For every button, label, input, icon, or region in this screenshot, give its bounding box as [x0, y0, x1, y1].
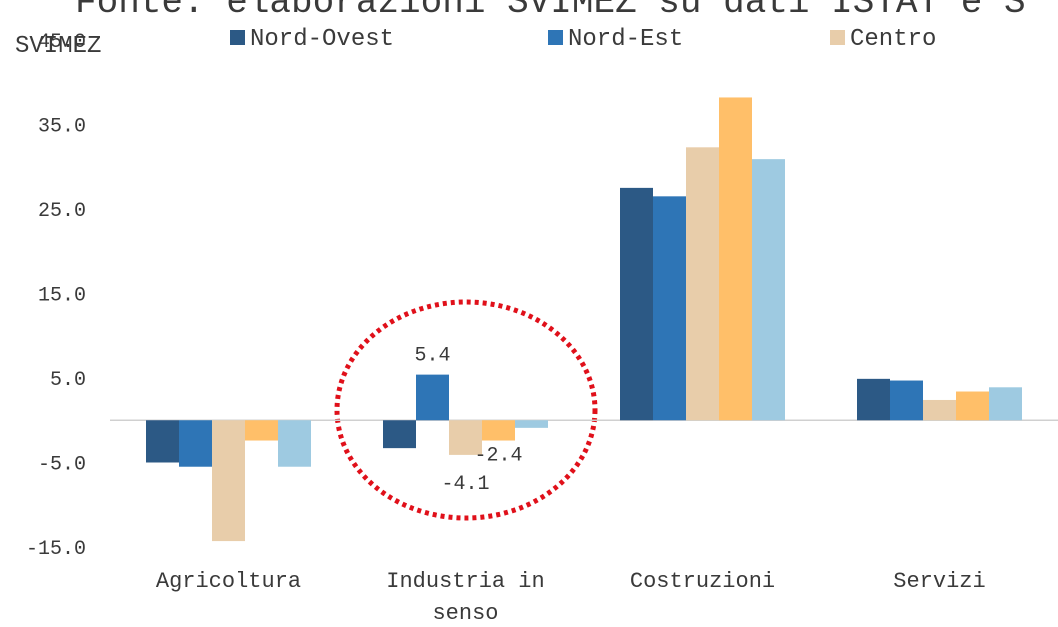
bar — [179, 420, 212, 467]
bar — [482, 420, 515, 441]
bar — [719, 97, 752, 421]
bar — [989, 387, 1022, 421]
x-tick-label: Industria insensostretto — [386, 569, 544, 627]
chart-title: Fonte: elaborazioni SVIMEZ su dati ISTAT… — [75, 0, 1026, 23]
bar — [383, 420, 416, 449]
y-tick-label: 25.0 — [38, 200, 86, 223]
bar — [620, 187, 653, 421]
bar — [752, 159, 785, 421]
bar — [146, 420, 179, 463]
chart-subtitle: SVIMEZ — [15, 33, 101, 60]
bar — [212, 420, 245, 542]
bar — [416, 374, 449, 421]
legend-swatch — [230, 30, 245, 45]
y-tick-label: 35.0 — [38, 116, 86, 139]
legend-label: Nord-Est — [568, 26, 683, 53]
bar — [956, 391, 989, 421]
x-tick-label: Costruzioni — [630, 569, 775, 594]
bar — [449, 420, 482, 455]
bar — [857, 378, 890, 421]
y-tick-label: 45.0 — [38, 31, 86, 54]
legend-swatch — [830, 30, 845, 45]
y-tick-label: -15.0 — [26, 538, 86, 561]
x-tick-label: Agricoltura — [156, 569, 301, 594]
legend-label: Centro — [850, 26, 936, 53]
bar — [278, 420, 311, 467]
x-tick-label: Servizi — [893, 569, 985, 594]
legend-label: Nord-Ovest — [250, 26, 394, 53]
bar — [653, 196, 686, 421]
legend-swatch — [548, 30, 563, 45]
bar — [890, 380, 923, 421]
bar — [515, 420, 548, 428]
data-label: -2.4 — [474, 445, 522, 468]
y-tick-label: 15.0 — [38, 285, 86, 308]
highlight-circle — [334, 299, 598, 521]
data-label: -4.1 — [441, 473, 489, 496]
bar — [923, 399, 956, 421]
bar — [686, 147, 719, 421]
data-label: 5.4 — [414, 345, 450, 368]
bar — [245, 420, 278, 441]
y-tick-label: 5.0 — [50, 369, 86, 392]
y-tick-label: -5.0 — [38, 454, 86, 477]
